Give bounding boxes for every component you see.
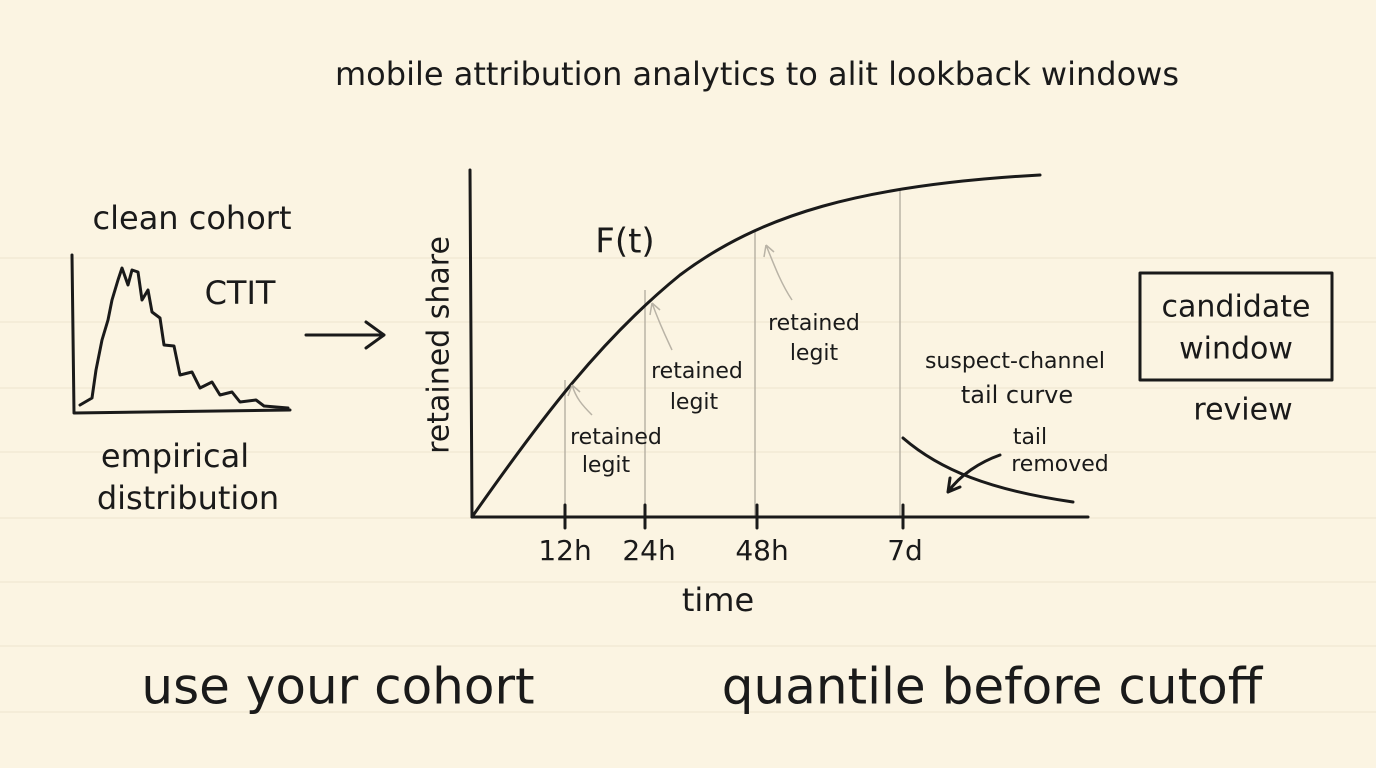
panel-heading: clean cohort: [93, 199, 292, 237]
panel-caption: empirical: [101, 437, 249, 475]
title: mobile attribution analytics to alit loo…: [335, 55, 1179, 93]
box-caption: review: [1193, 393, 1292, 428]
x-tick-label: 7d: [887, 534, 923, 567]
annotation-arrow: [649, 302, 673, 351]
tail-note: removed: [1011, 452, 1109, 477]
tail-label: tail curve: [961, 381, 1073, 409]
tail-note: tail: [1013, 425, 1047, 450]
x-tick-label: 24h: [622, 534, 675, 567]
box-text: candidate: [1162, 290, 1311, 325]
annotation-arrow: [567, 384, 593, 416]
candidate-box: [1138, 271, 1334, 382]
annotation: retained: [651, 359, 743, 384]
annotation: legit: [582, 453, 631, 478]
panel-label: CTIT: [205, 274, 276, 312]
box-text: window: [1179, 332, 1293, 367]
annotation: retained: [768, 311, 860, 336]
x-tick-label: 48h: [735, 534, 788, 567]
footer-text: use your cohort: [141, 658, 534, 716]
cdf-curve: [470, 173, 1042, 519]
annotation: retained: [570, 425, 662, 450]
mini-axes: [70, 253, 292, 415]
arrow: [304, 320, 386, 350]
tail-label: suspect-channel: [925, 349, 1105, 374]
tail-arrow: [946, 453, 1002, 494]
panel-caption: distribution: [97, 479, 279, 517]
curve-label: F(t): [595, 222, 654, 262]
distribution-curve: [78, 266, 290, 410]
tail-curve: [901, 436, 1075, 504]
guide-lines: [564, 190, 901, 517]
footer-text: quantile before cutoff: [722, 658, 1264, 716]
annotation-arrow: [763, 244, 793, 301]
annotation: legit: [670, 390, 719, 415]
annotation: legit: [790, 341, 839, 366]
x-axis-label: time: [682, 581, 754, 619]
x-tick-label: 12h: [538, 534, 591, 567]
ticks: [563, 503, 905, 530]
y-axis-label: retained share: [422, 236, 457, 454]
